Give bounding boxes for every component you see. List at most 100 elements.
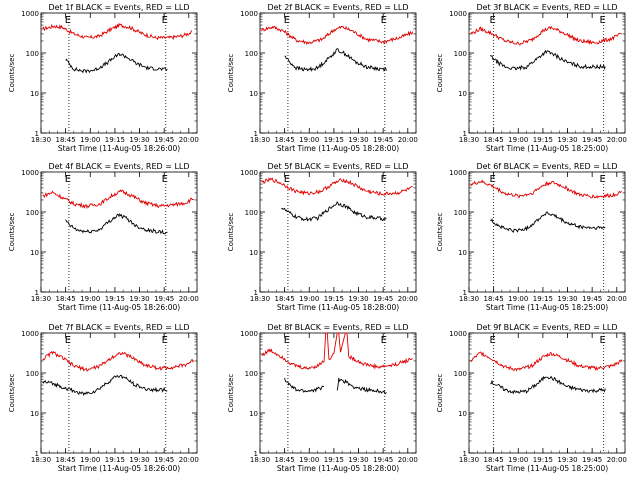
- y-tick-label: 100: [454, 209, 467, 217]
- marker-label: E: [65, 335, 71, 346]
- x-tick-label: 19:45: [582, 136, 602, 144]
- x-tick-label: 19:30: [129, 136, 149, 144]
- marker-label: E: [65, 15, 71, 26]
- y-tick-label: 10: [249, 410, 258, 418]
- x-axis-label: Start Time (11-Aug-05 18:28:00): [277, 303, 399, 312]
- marker-label: E: [381, 15, 387, 26]
- chart-title: Det 2f BLACK = Events, RED = LLD: [267, 3, 408, 12]
- marker-label: E: [162, 335, 168, 346]
- y-tick-label: 1000: [240, 169, 258, 177]
- x-tick-label: 19:45: [373, 456, 393, 464]
- x-tick-label: 20:00: [398, 295, 418, 303]
- events-series-line: [284, 377, 325, 393]
- x-tick-label: 18:45: [56, 295, 76, 303]
- plot-frame: [259, 171, 417, 293]
- y-tick-label: 1: [254, 289, 258, 297]
- x-tick-label: 19:45: [373, 295, 393, 303]
- x-tick-label: 19:30: [348, 456, 368, 464]
- y-axis-label: Counts/sec: [8, 213, 16, 252]
- marker-label: E: [599, 15, 605, 26]
- x-tick-label: 19:15: [105, 136, 125, 144]
- y-tick-label: 10: [458, 249, 467, 257]
- lld-series-line: [470, 25, 622, 46]
- events-series-line: [490, 211, 606, 234]
- chart-title: Det 8f BLACK = Events, RED = LLD: [267, 323, 408, 332]
- y-tick-label: 10: [458, 410, 467, 418]
- marker-label: E: [284, 335, 290, 346]
- x-tick-label: 19:30: [129, 295, 149, 303]
- y-axis-label: Counts/sec: [8, 54, 16, 93]
- y-tick-label: 1000: [240, 10, 258, 18]
- y-tick-label: 100: [454, 50, 467, 58]
- marker-label: E: [381, 174, 387, 185]
- x-tick-label: 19:00: [299, 456, 319, 464]
- x-tick-label: 19:00: [508, 295, 528, 303]
- x-tick-label: 19:30: [557, 456, 577, 464]
- x-tick-label: 18:45: [484, 136, 504, 144]
- chart-title: Det 5f BLACK = Events, RED = LLD: [267, 162, 408, 171]
- x-tick-label: 19:00: [508, 136, 528, 144]
- events-series-line: [489, 49, 606, 71]
- y-tick-label: 1000: [449, 330, 467, 338]
- x-tick-label: 19:00: [80, 295, 100, 303]
- x-tick-label: 18:30: [31, 295, 51, 303]
- events-series-line: [336, 377, 387, 394]
- events-series-line: [65, 212, 168, 235]
- x-tick-label: 18:30: [459, 295, 479, 303]
- y-tick-label: 1000: [240, 330, 258, 338]
- x-tick-label: 18:30: [459, 136, 479, 144]
- x-tick-label: 19:30: [348, 136, 368, 144]
- x-tick-label: 18:45: [275, 295, 295, 303]
- y-tick-label: 1000: [449, 169, 467, 177]
- marker-label: E: [489, 15, 495, 26]
- x-tick-label: 19:00: [508, 456, 528, 464]
- y-axis-label: Counts/sec: [436, 374, 444, 413]
- chart-panel-det-8f: Det 8f BLACK = Events, RED = LLD 1 10 100 10…: [227, 323, 418, 473]
- x-tick-label: 18:45: [275, 136, 295, 144]
- x-tick-label: 18:45: [484, 295, 504, 303]
- x-tick-label: 19:30: [557, 136, 577, 144]
- y-tick-label: 1: [35, 289, 39, 297]
- y-tick-label: 1000: [21, 169, 39, 177]
- y-tick-label: 100: [26, 370, 39, 378]
- marker-label: E: [599, 335, 605, 346]
- lld-series-line: [261, 332, 413, 370]
- x-axis-label: Start Time (11-Aug-05 18:25:00): [486, 303, 608, 312]
- chart-panel-det-5f: Det 5f BLACK = Events, RED = LLD 1 10 100 10…: [227, 162, 418, 312]
- x-tick-label: 18:45: [56, 136, 76, 144]
- chart-title: Det 7f BLACK = Events, RED = LLD: [48, 323, 189, 332]
- y-tick-label: 1: [35, 130, 39, 138]
- chart-panel-det-7f: Det 7f BLACK = Events, RED = LLD 1 10 100 10…: [8, 323, 199, 473]
- chart-panel-det-3f: Det 3f BLACK = Events, RED = LLD 1 10 100 10…: [436, 3, 627, 153]
- x-tick-label: 18:30: [459, 456, 479, 464]
- lld-series-line: [42, 189, 194, 210]
- y-tick-label: 10: [30, 410, 39, 418]
- chart-title: Det 1f BLACK = Events, RED = LLD: [48, 3, 189, 12]
- marker-label: E: [284, 15, 290, 26]
- x-tick-label: 19:45: [154, 295, 174, 303]
- x-tick-label: 18:30: [31, 136, 51, 144]
- x-axis-label: Start Time (11-Aug-05 18:26:00): [58, 464, 180, 473]
- marker-label: E: [284, 174, 290, 185]
- y-tick-label: 1: [463, 289, 467, 297]
- x-tick-label: 19:15: [533, 456, 553, 464]
- x-tick-label: 20:00: [179, 295, 199, 303]
- x-axis-label: Start Time (11-Aug-05 18:26:00): [58, 303, 180, 312]
- y-axis-label: Counts/sec: [227, 54, 235, 93]
- chart-panel-det-2f: Det 2f BLACK = Events, RED = LLD 1 10 100 10…: [227, 3, 418, 153]
- x-tick-label: 19:15: [105, 295, 125, 303]
- x-tick-label: 19:00: [299, 136, 319, 144]
- y-tick-label: 100: [245, 50, 258, 58]
- y-tick-label: 1: [463, 450, 467, 458]
- x-tick-label: 19:00: [80, 136, 100, 144]
- y-tick-label: 10: [30, 90, 39, 98]
- x-tick-label: 20:00: [607, 456, 627, 464]
- y-axis-label: Counts/sec: [227, 374, 235, 413]
- events-series-line: [490, 375, 606, 395]
- plot-frame: [468, 171, 626, 293]
- x-axis-label: Start Time (11-Aug-05 18:28:00): [277, 464, 399, 473]
- x-tick-label: 20:00: [398, 456, 418, 464]
- y-axis-label: Counts/sec: [436, 54, 444, 93]
- x-tick-label: 18:45: [56, 456, 76, 464]
